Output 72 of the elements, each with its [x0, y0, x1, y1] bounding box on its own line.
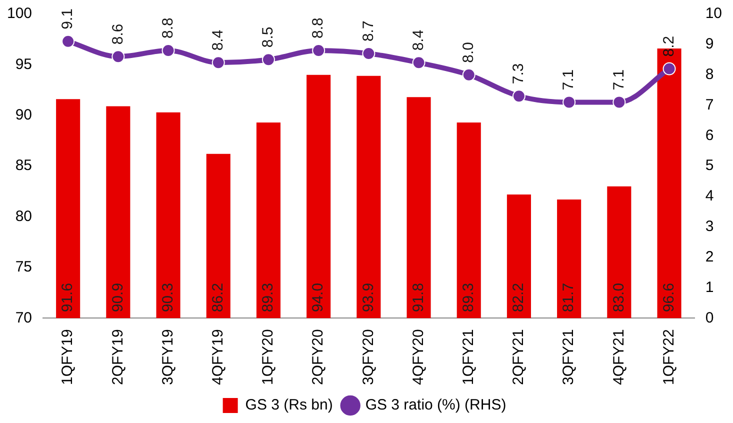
point	[112, 50, 125, 64]
data-label: 8.7	[360, 20, 377, 42]
y2-tick-label: 3	[705, 218, 714, 236]
legend-label: GS 3 ratio (%) (RHS)	[365, 396, 506, 414]
data-label: 8.6	[109, 24, 126, 45]
x-tick-label: 4QFY19	[210, 329, 227, 386]
data-label: 91.6	[59, 282, 76, 312]
data-label: 94.0	[310, 282, 327, 312]
y2-tick-label: 7	[705, 96, 714, 114]
point	[412, 56, 426, 70]
y-tick-label: 80	[15, 208, 32, 225]
point	[512, 90, 526, 103]
data-label: 90.9	[109, 282, 126, 312]
data-label: 8.2	[660, 36, 678, 57]
x-tick-label: 4QFY21	[610, 329, 628, 386]
data-label: 8.0	[460, 42, 478, 63]
data-label: 91.8	[410, 282, 427, 312]
x-tick-label: 2QFY19	[109, 329, 126, 386]
point	[562, 96, 576, 109]
point	[262, 53, 275, 66]
data-label: 8.5	[260, 26, 277, 48]
data-label: 82.2	[510, 282, 528, 312]
x-tick-label: 2QFY21	[510, 329, 528, 386]
y2-tick-label: 4	[705, 188, 714, 205]
data-label: 8.8	[310, 18, 327, 38]
data-label: 86.2	[210, 282, 227, 312]
y2-tick-label: 2	[705, 248, 714, 266]
data-label: 89.3	[460, 282, 478, 312]
y-tick-label: 95	[15, 56, 32, 73]
x-tick-label: 1QFY21	[460, 329, 478, 386]
data-label: 96.6	[660, 282, 678, 312]
y2-tick-label: 5	[705, 157, 714, 174]
x-tick-label: 3QFY20	[360, 329, 377, 386]
data-label: 8.4	[410, 30, 427, 51]
data-label: 8.8	[159, 18, 176, 38]
x-tick-label: 1QFY19	[59, 329, 76, 386]
data-label: 90.3	[159, 282, 176, 312]
data-label: 89.3	[260, 282, 277, 312]
y2-tick-label: 10	[705, 5, 722, 22]
x-tick-label: 2QFY20	[310, 329, 327, 386]
data-label: 7.1	[610, 69, 628, 90]
point	[312, 44, 326, 57]
y-tick-label: 100	[6, 5, 32, 22]
point	[362, 47, 376, 60]
point	[62, 34, 75, 48]
y2-tick-label: 0	[705, 309, 714, 326]
y2-tick-label: 8	[705, 66, 714, 83]
y2-tick-label: 6	[705, 126, 714, 144]
y-tick-label: 70	[15, 309, 32, 326]
point	[212, 56, 225, 70]
point	[462, 68, 476, 82]
data-label: 8.4	[210, 30, 227, 51]
data-label: 83.0	[610, 282, 628, 312]
data-label: 93.9	[360, 282, 377, 312]
data-label: 9.1	[59, 8, 76, 30]
data-label: 7.1	[560, 69, 578, 90]
point	[612, 96, 626, 109]
legend-label: GS 3 (Rs bn)	[245, 396, 333, 414]
x-tick-label: 1QFY22	[660, 329, 678, 386]
y-tick-label: 85	[15, 157, 32, 174]
y2-tick-label: 9	[705, 36, 714, 53]
y-tick-label: 75	[15, 258, 32, 276]
data-label: 7.3	[510, 63, 528, 84]
x-tick-label: 3QFY19	[159, 329, 176, 386]
point	[662, 62, 676, 76]
x-tick-label: 4QFY20	[410, 329, 427, 386]
data-label: 81.7	[560, 282, 578, 312]
x-tick-label: 1QFY20	[260, 329, 277, 386]
point	[162, 44, 175, 57]
y2-tick-label: 1	[705, 278, 714, 296]
x-tick-label: 3QFY21	[560, 329, 578, 386]
y-tick-label: 90	[15, 106, 32, 124]
